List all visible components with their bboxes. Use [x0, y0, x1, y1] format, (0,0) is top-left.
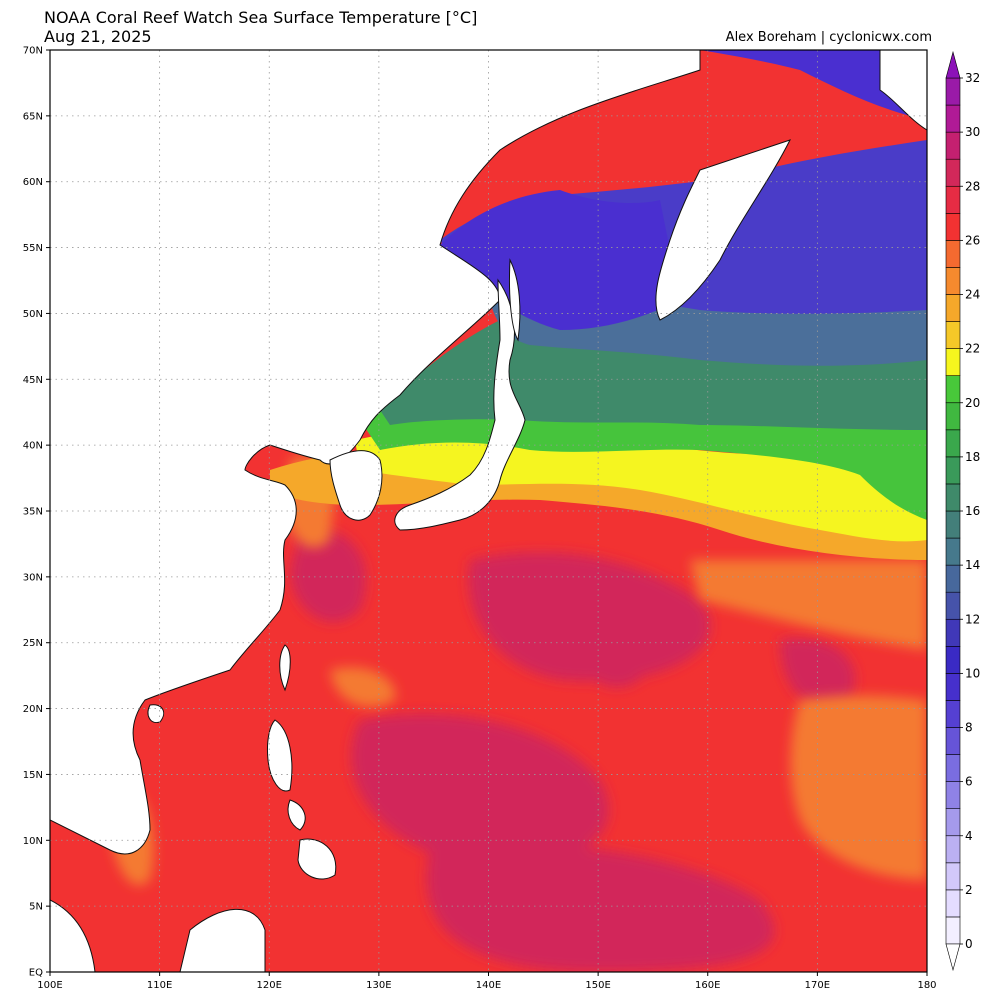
colorbar-segment — [945, 591, 961, 620]
latitude-tick-label: 40N — [23, 441, 43, 452]
colorbar-tick-label: 4 — [965, 829, 973, 843]
latitude-tick-label: 60N — [23, 177, 43, 188]
longitude-tick-label: 120E — [257, 980, 282, 991]
colorbar-tick-label: 22 — [965, 342, 980, 356]
longitude-tick-label: 130E — [366, 980, 391, 991]
land-taiwan — [279, 644, 291, 692]
colorbar-tick-label: 8 — [965, 721, 973, 735]
colorbar-segment — [945, 429, 961, 458]
colorbar-segment — [945, 131, 961, 160]
land-japan — [394, 278, 526, 531]
colorbar-tick-label: 32 — [965, 71, 980, 85]
colorbar-segment — [945, 781, 961, 809]
longitude-tick-label: 150E — [585, 980, 610, 991]
latitude-tick-label: 15N — [23, 770, 43, 781]
colorbar-tick-label: 30 — [965, 125, 980, 139]
colorbar-tick-label: 16 — [965, 504, 980, 518]
latitude-tick-label: 25N — [23, 638, 43, 649]
latitude-tick-label: 10N — [23, 836, 43, 847]
colorbar-segment — [945, 564, 961, 593]
colorbar-segment — [945, 727, 961, 755]
colorbar-segment — [945, 483, 961, 512]
colorbar-segment — [945, 618, 961, 647]
latitude-tick-label: EQ — [29, 968, 43, 979]
colorbar-tick-label: 0 — [965, 937, 973, 951]
land-asia-mainland — [50, 50, 701, 855]
latitude-tick-label: 65N — [23, 111, 43, 122]
longitude-tick-label: 180 — [917, 980, 936, 991]
colorbar-segment — [945, 240, 961, 268]
colorbar-segment — [945, 185, 961, 214]
colorbar-segment — [945, 646, 961, 674]
longitude-tick-label: 110E — [147, 980, 172, 991]
colorbar-tick-label: 2 — [965, 883, 973, 897]
latitude-tick-label: 20N — [23, 704, 43, 715]
colorbar-segment — [945, 673, 961, 701]
colorbar-tick-label: 14 — [965, 558, 980, 572]
colorbar-segment — [945, 321, 961, 349]
longitude-tick-label: 100E — [37, 980, 62, 991]
longitude-tick-label: 170E — [805, 980, 830, 991]
colorbar-segment — [945, 537, 961, 566]
colorbar-segment — [945, 402, 961, 431]
colorbar-segment — [945, 267, 961, 295]
colorbar-tick-label: 26 — [965, 233, 980, 247]
colorbar-segment — [945, 808, 961, 837]
colorbar-tick-label: 10 — [965, 666, 980, 680]
sst-zone-31-patches — [290, 528, 856, 972]
longitude-ticks: 100E 110E 120E 130E 140E 150E 160E 170E 180 — [37, 972, 937, 991]
latitude-tick-label: 30N — [23, 572, 43, 583]
sst-field — [50, 50, 927, 972]
longitude-tick-label: 160E — [695, 980, 720, 991]
latitude-tick-label: 50N — [23, 309, 43, 320]
colorbar-segment — [945, 104, 961, 133]
land-hainan — [147, 704, 165, 724]
colorbar-segment — [945, 862, 961, 891]
map-title-block: NOAA Coral Reef Watch Sea Surface Temper… — [44, 8, 477, 46]
colorbar-segment — [945, 456, 961, 485]
colorbar-segment — [945, 158, 961, 187]
map-credit: Alex Boreham | cyclonicwx.com — [725, 30, 932, 45]
latitude-tick-label: 35N — [23, 507, 43, 518]
colorbar-segment — [945, 294, 961, 322]
latitude-tick-label: 70N — [23, 46, 43, 57]
longitude-tick-label: 140E — [476, 980, 501, 991]
land-luzon — [267, 719, 293, 792]
colorbar-tick-label: 28 — [965, 179, 980, 193]
colorbar-tick-label: 24 — [965, 288, 980, 302]
sst-zone-12-arctic — [700, 50, 927, 120]
land-kamchatka — [655, 139, 791, 321]
colorbar-tick-label: 12 — [965, 612, 980, 626]
colorbar-segment — [945, 77, 961, 106]
colorbar-segment — [945, 510, 961, 539]
colorbar-segment — [945, 348, 961, 376]
land-sakhalin — [508, 258, 521, 342]
land-korea — [329, 450, 383, 521]
latitude-tick-label: 5N — [29, 902, 43, 913]
map-date: Aug 21, 2025 — [44, 27, 152, 46]
colorbar-segment — [945, 213, 961, 241]
land-mindanao — [297, 838, 337, 880]
colorbar-tick-label: 20 — [965, 396, 980, 410]
land-borneo — [179, 908, 266, 972]
land — [50, 50, 927, 972]
colorbar-tick-label: 18 — [965, 450, 980, 464]
colorbar-segment — [945, 835, 961, 864]
latitude-tick-label: 55N — [23, 243, 43, 254]
colorbar-segment — [945, 889, 961, 918]
land-visayas — [287, 799, 306, 831]
colorbar-extend-low — [945, 943, 961, 972]
colorbar-extend-high — [945, 50, 961, 79]
latitude-tick-label: 45N — [23, 375, 43, 386]
colorbar-segment — [945, 375, 961, 404]
map-title: NOAA Coral Reef Watch Sea Surface Temper… — [44, 8, 478, 27]
colorbar-segment — [945, 754, 961, 782]
colorbar-segment — [945, 916, 961, 945]
colorbar-segment — [945, 700, 961, 728]
latitude-ticks: EQ 5N 10N 15N 20N 25N 30N 35N 40N 45N 50N 55N 60N 65N… — [23, 46, 50, 979]
colorbar-tick-label: 6 — [965, 775, 973, 789]
